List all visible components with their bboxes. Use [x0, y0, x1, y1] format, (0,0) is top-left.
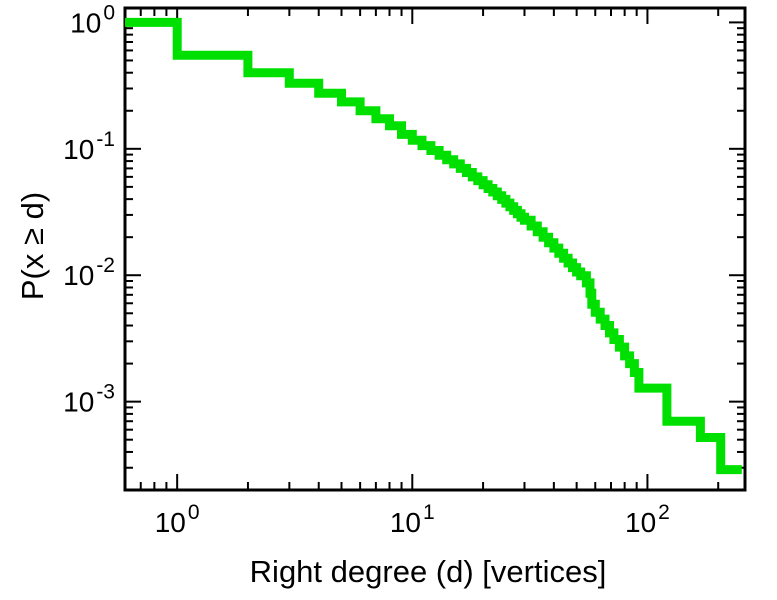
y-tick-label: 100 [70, 1, 115, 38]
plot-frame [123, 6, 747, 492]
y-tick-label: 10-2 [63, 254, 115, 291]
y-tick-label: 10-1 [63, 128, 115, 165]
x-tick-label: 101 [390, 501, 435, 538]
x-axis-label: Right degree (d) [vertices] [249, 554, 607, 589]
x-tick-label: 100 [155, 501, 200, 538]
y-tick-label: 10-3 [63, 381, 115, 418]
y-axis-label: P(x ≥ d) [15, 191, 50, 301]
x-tick-label: 102 [625, 501, 670, 538]
ccdf-curve [125, 17, 742, 475]
